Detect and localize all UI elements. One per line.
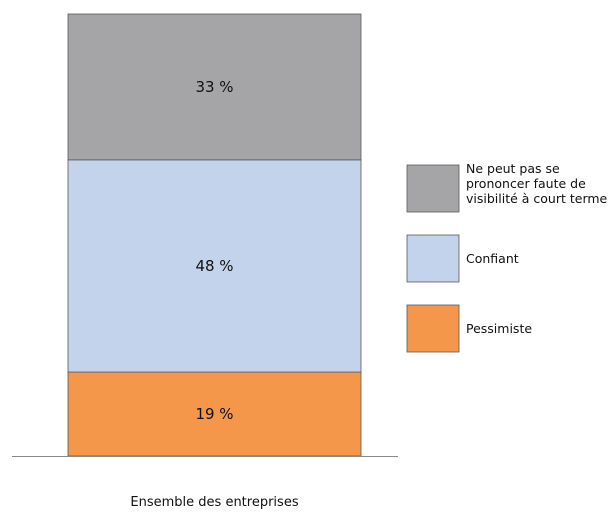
legend-swatch-1: [406, 234, 460, 283]
legend-label-0-line-2: visibilité à court terme: [466, 191, 608, 206]
data-label-2: 33 %: [195, 78, 233, 96]
x-tick-label: Ensemble des entreprises: [130, 495, 298, 510]
data-label-0: 19 %: [195, 405, 233, 423]
bar-segments: [67, 13, 362, 457]
data-label-1: 48 %: [195, 257, 233, 275]
bar-segment-1: [67, 159, 362, 373]
bar-segment-0: [67, 371, 362, 457]
legend-label-0-line-1: prononcer faute de: [466, 176, 586, 191]
legend-label-2-line-0: Pessimiste: [466, 321, 532, 336]
bar-segment-2: [67, 13, 362, 161]
segment-labels: 19 % 48 % 33 %: [195, 78, 233, 423]
x-tick-labels: Ensemble des entreprises: [130, 495, 298, 510]
legend-swatch-2: [406, 304, 460, 353]
legend-label-1-line-0: Confiant: [466, 251, 519, 266]
legend-label-0-line-0: Ne peut pas se: [466, 161, 560, 176]
legend-swatch-0: [406, 164, 460, 213]
